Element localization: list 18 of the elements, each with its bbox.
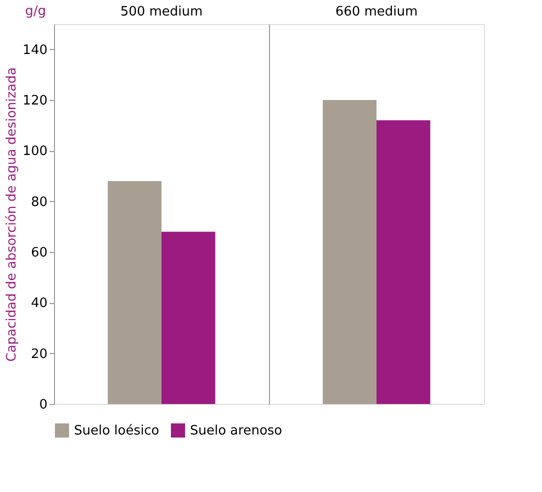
y-tick-label: 20 [30,346,48,362]
bar [162,232,216,404]
text: g/g [25,4,46,19]
y-tick-label: 120 [22,94,48,108]
bar [108,181,162,404]
x-tick-label: 500 medium [120,4,203,20]
y-tick-label: 40 [30,296,48,312]
y-axis-title: Capacidad de absorción de agua desionizada [4,67,20,362]
bar [376,120,430,404]
y-tick-label: 0 [39,398,48,412]
bar [322,100,376,404]
legend-label: Suelo loésico [74,423,160,438]
x-tick-label: 660 medium [335,4,418,20]
y-tick-label: 60 [30,246,48,260]
y-tick-label: 100 [22,144,48,160]
y-tick-label: 80 [30,194,48,210]
y-tick-label: 140 [22,42,48,58]
legend-label: Suelo arenoso [190,423,282,438]
